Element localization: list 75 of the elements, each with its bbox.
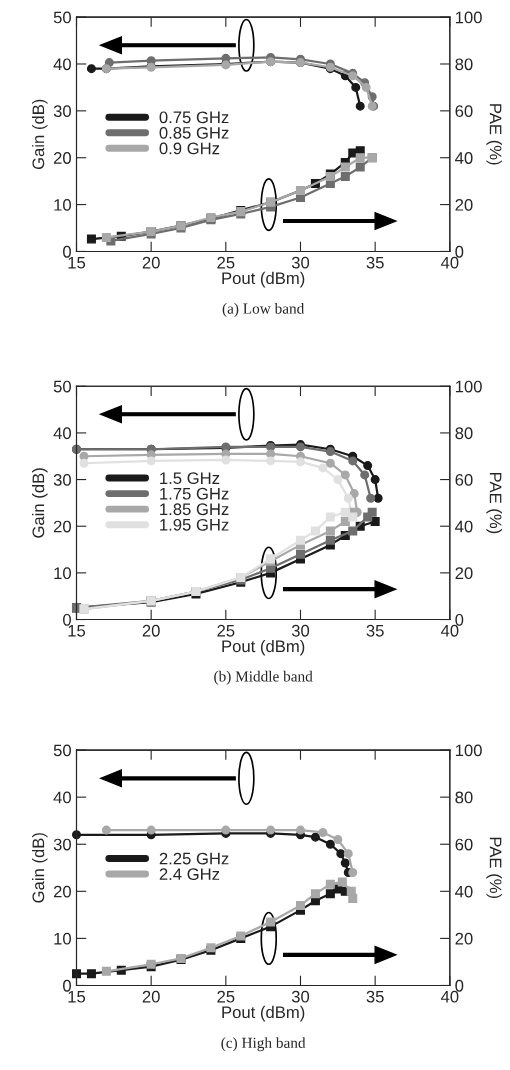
y2-tick-label: 40: [455, 520, 473, 533]
y2-tick-label: 100: [455, 744, 482, 757]
y-tick-label: 40: [53, 427, 71, 440]
x-axis-title: Pout (dBm): [222, 1005, 305, 1022]
legend-label: 2.25 GHz: [159, 852, 229, 865]
legend-label: 1.95 GHz: [160, 518, 229, 531]
legend-label: 2.4 GHz: [159, 868, 220, 881]
text: (a) Low band: [222, 303, 305, 317]
x-tick-label: 30: [291, 624, 310, 637]
x-tick-label: 15: [68, 256, 86, 269]
y-tick-label: 20: [53, 152, 71, 164]
y2-tick-label: 60: [455, 105, 473, 118]
legend-label: 0.85 GHz: [159, 126, 229, 139]
x-tick-label: 40: [440, 624, 459, 637]
legend-label: 1.75 GHz: [160, 487, 229, 500]
y-tick-label: 30: [53, 838, 71, 851]
legend-label: 1.85 GHz: [160, 503, 229, 516]
y-axis-title: Gain (dB): [32, 99, 48, 170]
y2-axis-title: PAE (%): [486, 837, 502, 899]
legend-label: 0.9 GHz: [159, 142, 220, 155]
y-tick-label: 30: [53, 473, 71, 486]
y2-tick-label: 0: [455, 979, 464, 992]
y-tick-label: 30: [53, 105, 71, 118]
y2-tick-label: 60: [455, 473, 473, 486]
y-tick-label: 0: [63, 979, 71, 992]
text: (b) Middle band: [214, 670, 313, 685]
y2-tick-label: 40: [455, 152, 473, 164]
y2-axis-title: PAE (%): [486, 104, 502, 165]
x-tick-label: 20: [142, 990, 160, 1003]
x-tick-label: 25: [217, 256, 235, 269]
legend-label: 0.75 GHz: [159, 111, 229, 124]
y2-tick-label: 80: [455, 427, 473, 440]
x-tick-label: 35: [366, 990, 384, 1003]
x-tick-label: 20: [142, 624, 160, 637]
x-tick-label: 40: [440, 256, 459, 269]
x-tick-label: 35: [366, 256, 384, 269]
y2-tick-label: 20: [455, 567, 473, 580]
y2-tick-label: 80: [455, 58, 473, 71]
y-tick-label: 10: [54, 198, 71, 211]
y2-tick-label: 80: [455, 791, 473, 804]
x-tick-label: 15: [68, 625, 86, 637]
y-tick-label: 50: [53, 11, 71, 24]
text: (c) High band: [221, 1037, 306, 1052]
y2-tick-label: 100: [455, 11, 482, 24]
y-tick-label: 50: [53, 744, 71, 757]
x-tick-label: 30: [291, 990, 310, 1003]
y-tick-label: 40: [53, 791, 71, 804]
y2-axis-title: PAE (%): [486, 472, 502, 534]
y-tick-label: 40: [53, 58, 71, 71]
x-tick-label: 20: [142, 256, 160, 269]
y2-tick-label: 20: [455, 198, 473, 211]
y-tick-label: 0: [63, 245, 71, 258]
y2-tick-label: 0: [455, 613, 464, 626]
x-axis-title: Pout (dBm): [222, 639, 305, 656]
y-tick-label: 10: [54, 567, 71, 580]
y2-tick-label: 0: [455, 245, 464, 258]
y2-tick-label: 40: [455, 885, 473, 898]
x-tick-label: 25: [217, 990, 235, 1003]
x-tick-label: 15: [68, 990, 86, 1003]
x-tick-label: 40: [440, 990, 459, 1003]
y-tick-label: 0: [63, 613, 71, 626]
y-axis-title: Gain (dB): [32, 833, 48, 903]
y-tick-label: 10: [54, 932, 71, 945]
y-tick-label: 20: [53, 885, 71, 898]
x-axis-title: Pout (dBm): [222, 271, 305, 288]
y-tick-label: 50: [53, 380, 71, 393]
y2-tick-label: 100: [455, 380, 482, 393]
y-tick-label: 20: [53, 520, 71, 533]
x-tick-label: 30: [291, 256, 310, 269]
y2-tick-label: 20: [455, 932, 473, 945]
y-axis-title: Gain (dB): [32, 468, 48, 538]
legend-label: 1.5 GHz: [160, 472, 220, 485]
x-tick-label: 35: [366, 624, 384, 637]
x-tick-label: 25: [217, 624, 235, 637]
y2-tick-label: 60: [455, 838, 473, 851]
